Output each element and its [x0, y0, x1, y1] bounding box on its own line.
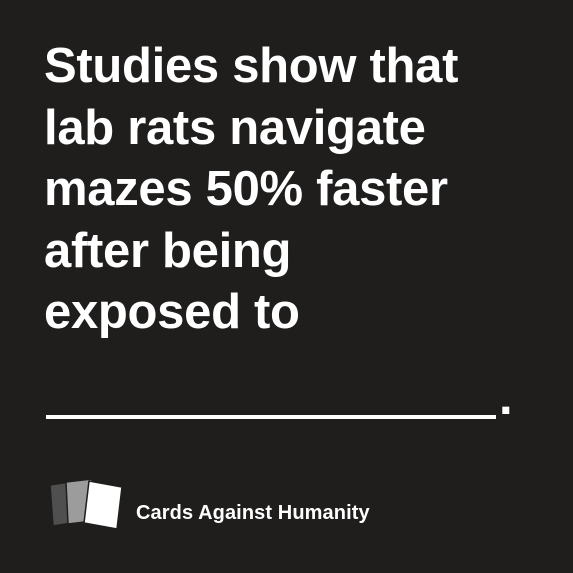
- blank-underline: [46, 415, 496, 419]
- brand-name: Cards Against Humanity: [136, 502, 370, 524]
- brand-footer: Cards Against Humanity: [48, 475, 408, 535]
- prompt-line: after being: [44, 223, 292, 278]
- answer-blank: .: [46, 374, 516, 425]
- prompt-line: exposed to: [44, 285, 300, 339]
- prompt-line: Studies show that: [44, 39, 459, 93]
- blank-period: .: [499, 371, 513, 425]
- prompt-line: mazes 50% faster: [44, 162, 448, 216]
- card-prompt: Studies show that lab rats navigate maze…: [44, 36, 544, 344]
- prompt-line: lab rats navigate: [44, 100, 426, 155]
- cards-logo-icon: [49, 478, 123, 530]
